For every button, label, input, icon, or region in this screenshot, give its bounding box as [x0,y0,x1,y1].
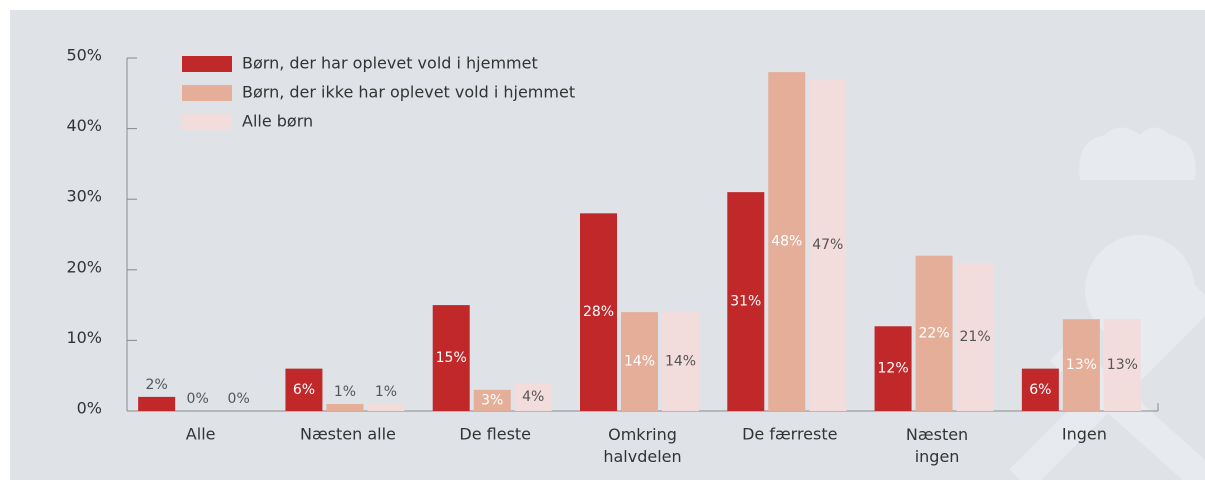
x-tick-label: Næsten alle [300,425,396,444]
bar [956,262,994,411]
bar [580,213,617,411]
bar [1062,319,1100,411]
value-label: 48% [771,234,802,250]
x-tick-label: Omkring halvdelen [603,425,681,466]
value-label: 4% [522,389,544,405]
value-label: 13% [1107,357,1138,373]
value-label: 6% [293,382,315,398]
value-label: 12% [878,361,909,377]
value-label: 6% [1029,382,1051,398]
bar [662,312,699,411]
bar [621,312,658,411]
bar [326,403,364,411]
bar [809,79,847,412]
value-label: 3% [481,392,503,408]
value-label: 15% [436,350,467,366]
value-label: 0% [228,391,250,407]
value-label: 22% [919,325,950,341]
legend-swatch [182,114,232,130]
watermark-crown [1079,127,1196,180]
value-label: 28% [583,304,614,320]
bar [514,382,552,411]
value-label: 47% [812,237,843,253]
legend-swatch [182,56,232,72]
bar [432,305,470,411]
bar [138,396,176,411]
legend-label: Alle børn [242,112,313,131]
legend-label: Børn, der ikke har oplevet vold i hjemme… [242,83,575,102]
value-label: 2% [146,377,168,393]
x-tick-label: Ingen [1062,425,1107,444]
value-label: 13% [1066,357,1097,373]
value-label: 14% [624,354,655,370]
value-label: 31% [730,294,761,310]
bar [768,72,806,412]
value-label: 21% [960,329,991,345]
x-tick-label: Alle [186,425,216,444]
y-tick-label: 30% [66,187,102,206]
bar [285,368,323,411]
value-label: 14% [665,354,696,370]
x-tick-label: Næsten ingen [906,425,968,466]
bar [1021,368,1059,411]
bar [727,192,765,411]
bar [473,389,511,411]
y-tick-label: 40% [66,116,102,135]
legend-label: Børn, der har oplevet vold i hjemmet [242,54,538,73]
y-tick-label: 10% [66,328,102,347]
bar [1103,319,1141,411]
x-tick-label: De fleste [459,425,531,444]
value-label: 0% [187,391,209,407]
bar [367,403,405,411]
bar [874,326,912,411]
value-label: 1% [334,384,356,400]
x-tick-label: De færreste [742,425,837,444]
y-tick-label: 20% [66,257,102,276]
y-tick-label: 0% [77,399,102,418]
legend-swatch [182,85,232,101]
value-label: 1% [375,384,397,400]
y-tick-label: 50% [66,46,102,65]
bar [915,255,953,411]
